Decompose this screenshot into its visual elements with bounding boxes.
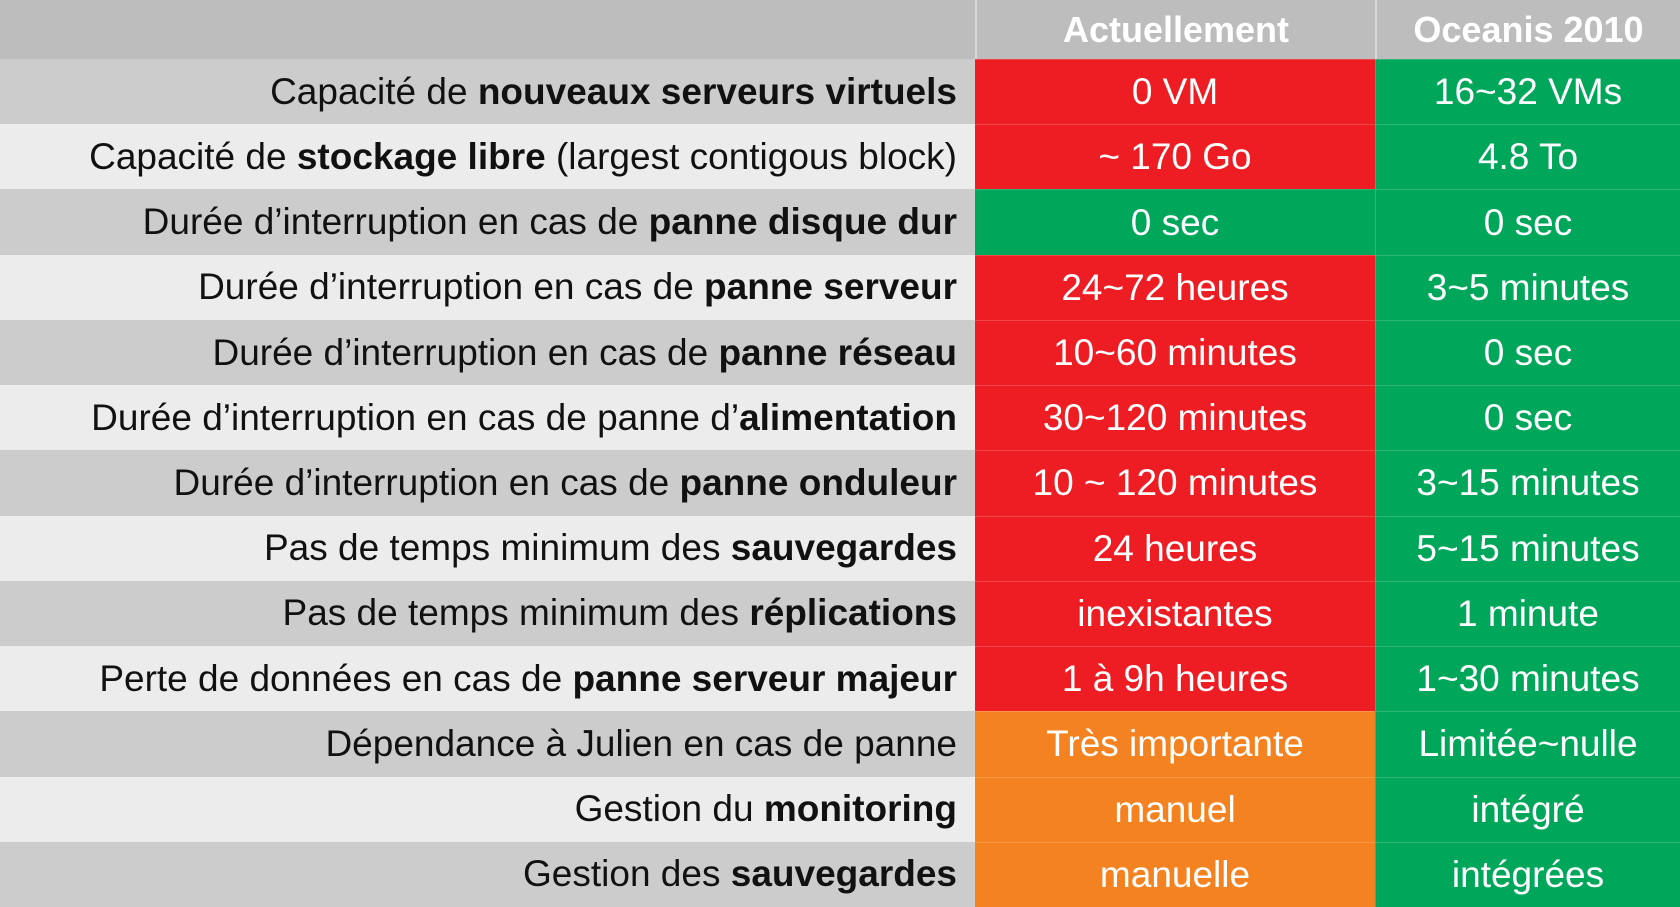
value-actuellement: 0 VM (975, 59, 1375, 125)
row-label: Gestion du monitoring (0, 776, 975, 842)
header-oceanis-2010: Oceanis 2010 (1375, 0, 1680, 59)
value-actuellement: manuel (975, 776, 1375, 842)
value-oceanis-2010: 5~15 minutes (1375, 515, 1680, 581)
row-label: Durée d’interruption en cas de panne d’ a… (0, 385, 975, 451)
value-actuellement: 0 sec (975, 189, 1375, 255)
row-label-part: Durée d’interruption en cas de panne d’ (91, 396, 740, 438)
value-actuellement: manuelle (975, 841, 1375, 907)
row-label: Durée d’interruption en cas de panne ser… (0, 254, 975, 320)
row-label-bold-part: panne serveur (704, 266, 957, 308)
value-oceanis-2010: intégré (1375, 776, 1680, 842)
value-actuellement: 30~120 minutes (975, 385, 1375, 451)
row-label-bold-part: réplications (749, 592, 957, 634)
value-oceanis-2010: Limitée~nulle (1375, 711, 1680, 777)
row-label-bold-part: alimentation (739, 396, 957, 438)
value-oceanis-2010: 3~5 minutes (1375, 254, 1680, 320)
row-label: Durée d’interruption en cas de panne ond… (0, 450, 975, 516)
value-oceanis-2010: 1~30 minutes (1375, 646, 1680, 712)
row-label-bold-part: monitoring (763, 788, 957, 830)
row-label-part: Gestion des (523, 853, 731, 895)
row-label-bold-part: sauvegardes (730, 527, 957, 569)
row-label: Capacité de stockage libre (largest cont… (0, 124, 975, 190)
row-label: Perte de données en cas de panne serveur… (0, 646, 975, 712)
row-label-part: Capacité de (89, 135, 297, 177)
value-oceanis-2010: 1 minute (1375, 580, 1680, 647)
row-label-part: Durée d’interruption en cas de (198, 266, 705, 308)
row-label: Gestion des sauvegardes (0, 841, 975, 907)
value-actuellement: 1 à 9h heures (975, 646, 1375, 712)
row-label-bold-part: panne réseau (718, 331, 957, 373)
value-actuellement: 10~60 minutes (975, 319, 1375, 386)
row-label-bold-part: panne onduleur (679, 461, 958, 503)
value-oceanis-2010: 16~32 VMs (1375, 59, 1680, 125)
row-label: Pas de temps minimum des réplications (0, 580, 975, 647)
value-actuellement: Très importante (975, 711, 1375, 777)
header-blank-cell (0, 0, 975, 59)
row-label: Pas de temps minimum des sauvegardes (0, 515, 975, 581)
value-actuellement: inexistantes (975, 580, 1375, 647)
row-label-part: Pas de temps minimum des (263, 527, 731, 569)
header-actuellement: Actuellement (975, 0, 1375, 59)
value-oceanis-2010: intégrées (1375, 841, 1680, 907)
row-label-part: Dépendance à Julien en cas de panne (325, 722, 957, 764)
value-actuellement: 24 heures (975, 515, 1375, 581)
value-oceanis-2010: 0 sec (1375, 385, 1680, 451)
row-label-part: Durée d’interruption en cas de (212, 331, 719, 373)
row-label-part: (largest contigous block) (545, 135, 957, 177)
value-oceanis-2010: 3~15 minutes (1375, 450, 1680, 516)
row-label: Durée d’interruption en cas de panne rés… (0, 319, 975, 386)
row-label-part: Pas de temps minimum des (282, 592, 750, 634)
row-label-bold-part: panne disque dur (648, 201, 957, 243)
value-actuellement: 24~72 heures (975, 254, 1375, 320)
row-label-bold-part: sauvegardes (730, 853, 957, 895)
row-label-bold-part: nouveaux serveurs virtuels (477, 70, 957, 112)
row-label-part: Perte de données en cas de (99, 657, 573, 699)
row-label: Capacité de nouveaux serveurs virtuels (0, 59, 975, 125)
value-actuellement: ~ 170 Go (975, 124, 1375, 190)
row-label-part: Capacité de (270, 70, 478, 112)
row-label: Durée d’interruption en cas de panne dis… (0, 189, 975, 255)
row-label-part: Durée d’interruption en cas de (173, 461, 680, 503)
row-label-bold-part: panne serveur majeur (572, 657, 957, 699)
value-oceanis-2010: 4.8 To (1375, 124, 1680, 190)
value-oceanis-2010: 0 sec (1375, 319, 1680, 386)
value-oceanis-2010: 0 sec (1375, 189, 1680, 255)
row-label-part: Gestion du (574, 788, 764, 830)
row-label: Dépendance à Julien en cas de panne (0, 711, 975, 777)
row-label-part: Durée d’interruption en cas de (142, 201, 649, 243)
value-actuellement: 10 ~ 120 minutes (975, 450, 1375, 516)
row-label-bold-part: stockage libre (296, 135, 546, 177)
